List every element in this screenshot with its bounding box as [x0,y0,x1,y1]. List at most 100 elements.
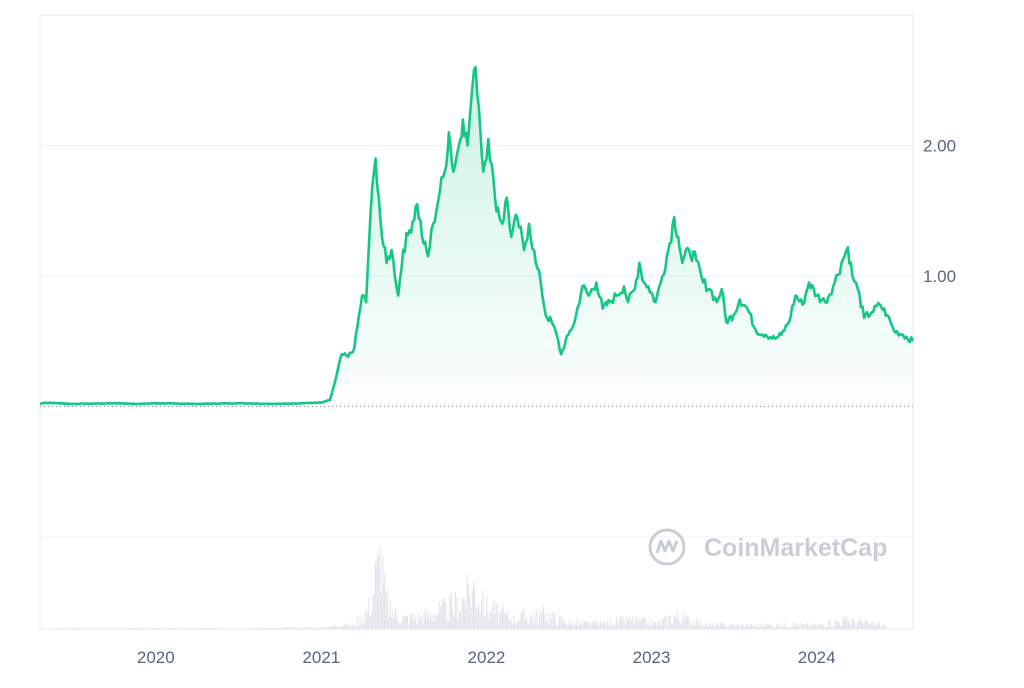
volume-bar [720,623,721,630]
volume-bar [343,627,344,630]
volume-bar [633,624,634,629]
volume-bar [524,610,525,629]
volume-bar [751,624,752,629]
volume-bar [543,606,544,629]
volume-bar [274,628,275,629]
volume-bar [311,627,312,629]
volume-bar [416,623,417,629]
volume-bar [420,614,421,629]
volume-bar [484,617,485,629]
volume-bar [212,628,213,629]
volume-bar [121,628,122,629]
volume-bar [663,619,664,629]
volume-bar [90,628,91,629]
volume-bar [472,591,473,630]
volume-bar [489,620,490,629]
volume-bar [585,622,586,629]
volume-bar [214,628,215,629]
volume-bar [181,628,182,629]
volume-bar [689,617,690,629]
volume-bar [587,621,588,629]
volume-bar [750,624,751,629]
volume-bar [875,625,876,629]
volume-bar [71,628,72,629]
volume-bar [844,617,845,629]
volume-bar [191,629,192,630]
volume-bar [468,584,469,629]
volume-bar [327,628,328,629]
volume-bar [316,629,317,630]
volume-bar [114,628,115,629]
volume-bar [681,625,682,629]
volume-bar [321,627,322,629]
volume-bar [679,621,680,629]
volume-bar [128,628,129,629]
y-tick-label: 1.00 [923,267,956,286]
volume-bar [325,627,326,629]
volume-bar [67,628,68,629]
volume-bar [622,616,623,629]
volume-bar [336,627,337,629]
volume-bar [454,615,455,630]
volume-bar [534,623,535,629]
volume-bar [640,621,641,629]
volume-bar [553,612,554,630]
volume-bar [435,614,436,629]
volume-bar [161,628,162,629]
volume-bar [438,614,439,629]
volume-bar [296,628,297,630]
volume-bar [608,626,609,629]
volume-bar [703,626,704,629]
volume-bar [398,621,399,630]
volume-bar [269,628,270,629]
volume-bar [747,624,748,629]
volume-bar [124,628,125,629]
volume-bar [270,628,271,629]
volume-bar [396,615,397,629]
volume-bar [510,618,511,629]
volume-bar [481,619,482,629]
volume-bar [818,625,819,629]
volume-bar [621,618,622,629]
volume-bar [222,629,223,630]
volume-bar [777,627,778,629]
volume-bar [638,617,639,629]
volume-bar [129,628,130,629]
volume-bar [92,628,93,629]
volume-bar [366,609,367,629]
volume-bar [456,597,457,629]
volume-bar [594,621,595,629]
volume-bar [138,628,139,629]
volume-bar [566,623,567,629]
volume-bar [611,627,612,629]
volume-bar [692,626,693,629]
volume-bar [207,628,208,629]
volume-bar [511,623,512,629]
volume-bar [98,628,99,629]
volume-bar [712,623,713,629]
volume-bar [676,617,677,629]
volume-bar [557,626,558,629]
volume-bar [434,621,435,629]
volume-bar [377,553,378,629]
volume-bar [682,621,683,630]
price-area [40,67,913,406]
volume-bar [737,625,738,629]
volume-bar [459,611,460,629]
volume-bar [563,623,564,629]
volume-bar [88,628,89,629]
volume-bar [790,627,791,629]
volume-bar [394,618,395,629]
volume-bar [156,628,157,629]
volume-bar [85,629,86,630]
volume-bar [847,616,848,629]
volume-bar [414,620,415,629]
volume-bar [493,601,494,629]
volume-bar [356,627,357,629]
volume-bar [81,628,82,629]
volume-bar [599,627,600,629]
volume-bar [309,627,310,629]
volume-bar [318,628,319,629]
volume-bar [577,626,578,629]
